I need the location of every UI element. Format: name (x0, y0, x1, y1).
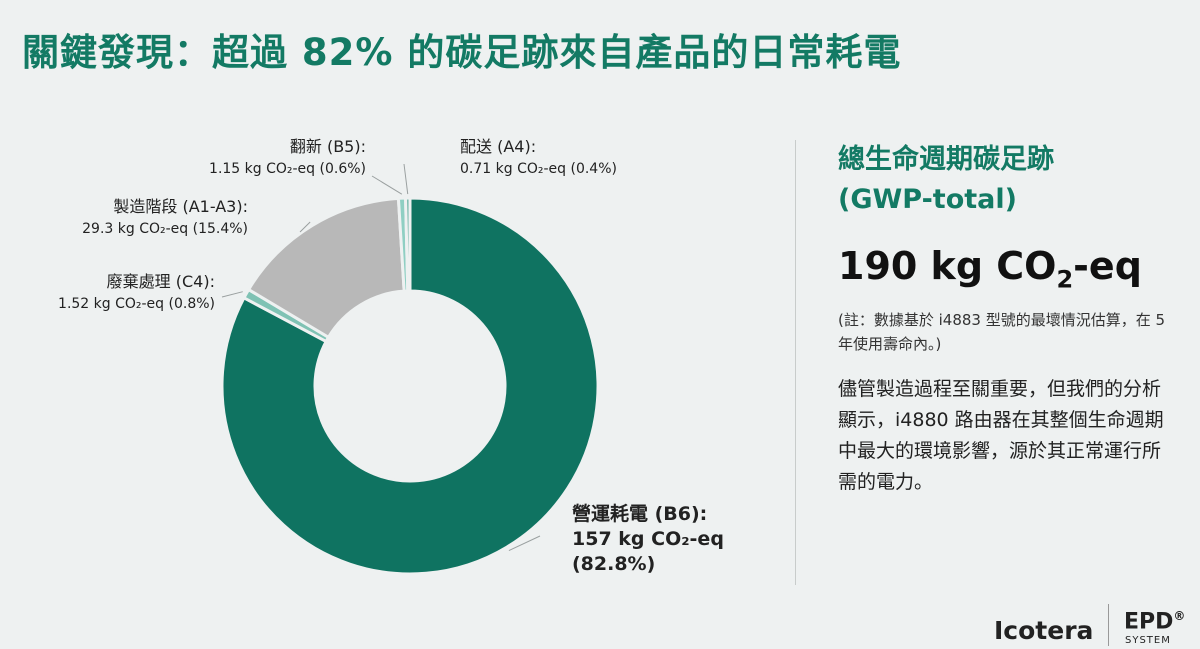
leader-line (403, 163, 409, 195)
epd-logo-text: EPD (1124, 609, 1174, 635)
panel-heading-sub: (GWP-total) (838, 184, 1017, 215)
panel-heading: 總生命週期碳足跡 (838, 144, 1054, 175)
donut-chart: 營運耗電 (B6): 157 kg CO₂-eq (82.8%) 廢棄處理 (C4):… (58, 137, 724, 576)
slice-label-value: 29.3 kg CO₂-eq (15.4%) (82, 221, 248, 237)
slice-label-name: 廢棄處理 (C4): (107, 272, 215, 291)
epd-system-label: SYSTEM (1125, 635, 1171, 646)
leader-line (508, 535, 541, 552)
divider (795, 140, 796, 585)
epd-registered-mark: ® (1173, 609, 1186, 623)
total-value-subscript: 2 (1056, 265, 1074, 294)
leader-line (299, 221, 311, 233)
slice-label-value: (82.8%) (572, 553, 655, 575)
slice-label-value: 157 kg CO₂-eq (572, 528, 724, 550)
page-title: 關鍵發現：超過 82% 的碳足跡來自產品的日常耗電 (22, 31, 902, 74)
slice-label-name: 營運耗電 (B6): (572, 502, 707, 525)
slice-label-name: 製造階段 (A1-A3): (113, 197, 248, 216)
leader-line (221, 291, 243, 298)
total-value: 190 kg CO2-eq (838, 244, 1178, 294)
slice-label-name: 翻新 (B5): (290, 137, 366, 156)
donut-slice (404, 196, 412, 293)
leader-line (371, 175, 403, 195)
donut-slice (220, 196, 600, 576)
summary-panel: 總生命週期碳足跡 (GWP-total) 190 kg CO2-eq (註：數據… (838, 140, 1178, 498)
epd-logo: EPD® (1124, 605, 1185, 633)
panel-body: 儘管製造過程至關重要，但我們的分析顯示，i4880 路由器在其整個生命週期中最大… (838, 377, 1164, 493)
footer-divider (1108, 604, 1109, 646)
slice-label-name: 配送 (A4): (460, 137, 536, 156)
panel-note: (註：數據基於 i4883 型號的最壞情況估算，在 5 年使用壽命內。) (838, 310, 1166, 353)
total-value-suffix: -eq (1073, 244, 1142, 288)
slice-label-value: 1.52 kg CO₂-eq (0.8%) (58, 296, 215, 312)
slice-label-value: 0.71 kg CO₂-eq (0.4%) (460, 161, 617, 177)
icotera-logo: Icotera (994, 616, 1094, 645)
slice-label-value: 1.15 kg CO₂-eq (0.6%) (209, 161, 366, 177)
total-value-prefix: 190 kg CO (838, 244, 1057, 288)
